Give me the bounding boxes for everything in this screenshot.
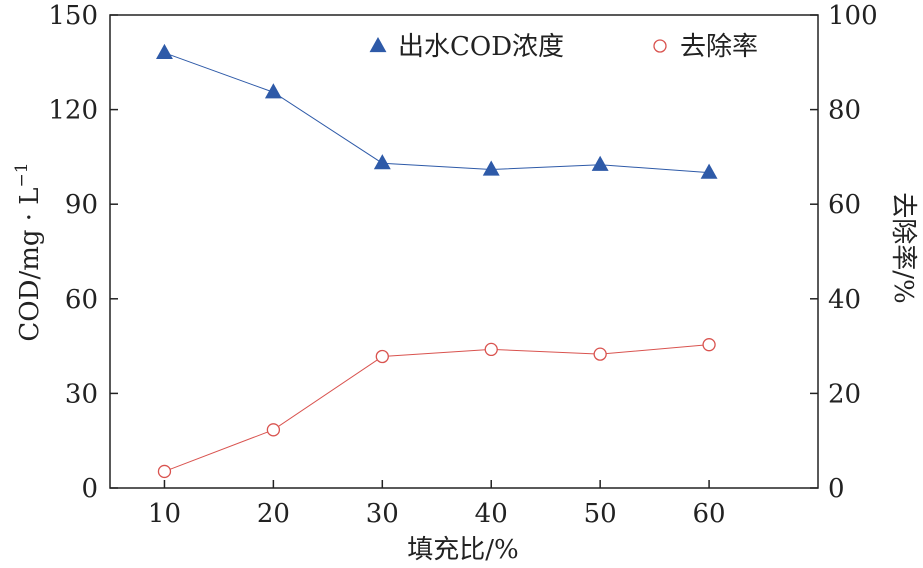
legend-triangle-icon [369, 36, 387, 53]
x-axis: 10 20 30 40 50 60 [148, 480, 726, 529]
y-right-tick-label: 0 [828, 474, 845, 504]
x-tick-label: 50 [584, 499, 617, 529]
series-line [164, 344, 710, 472]
y-right-tick-label: 100 [828, 1, 878, 31]
y-left-tick-label: 90 [65, 190, 98, 220]
plot-area-border [109, 14, 819, 489]
series-2 [157, 338, 716, 479]
y-axis-left: 0 30 60 90 120 150 [48, 1, 118, 504]
data-point-triangle [264, 83, 282, 99]
x-tick-label: 30 [366, 499, 399, 529]
y-right-tick-label: 20 [828, 379, 861, 409]
data-point-circle [266, 423, 281, 437]
legend-label: 去除率 [680, 32, 758, 62]
data-point-circle [375, 349, 389, 364]
y-axis-left-title-sup: −1 [12, 162, 32, 187]
plot-frame [109, 14, 819, 489]
y-axis-left-title-main: COD/mg · L [15, 187, 45, 341]
series-line [164, 52, 710, 174]
y-left-tick-label: 150 [48, 1, 98, 31]
legend-label: 出水COD浓度 [398, 32, 564, 62]
data-point-circle [484, 342, 498, 357]
data-point-triangle [482, 160, 500, 176]
x-tick-label: 40 [475, 499, 508, 529]
y-left-tick-label: 30 [65, 379, 98, 409]
x-tick-label: 10 [148, 499, 181, 529]
y-right-tick-label: 80 [828, 96, 861, 126]
series-1 [156, 43, 718, 179]
legend: 出水COD浓度 去除率 [369, 32, 758, 62]
data-point-triangle [591, 155, 609, 171]
x-tick-label: 60 [693, 499, 726, 529]
y-left-tick-label: 120 [48, 96, 98, 126]
y-left-tick-label: 0 [81, 474, 98, 504]
legend-entry: 去除率 [653, 32, 758, 62]
y-axis-right-title: 去除率/% [888, 192, 918, 303]
data-point-triangle [156, 43, 173, 59]
series-layer [156, 43, 718, 479]
y-axis-right: 0 20 40 60 80 100 [810, 1, 878, 504]
data-point-triangle [700, 163, 718, 179]
y-right-tick-label: 60 [828, 190, 861, 220]
data-point-triangle [373, 154, 391, 170]
data-point-circle [702, 338, 716, 352]
x-tick-label: 20 [257, 499, 290, 529]
y-axis-left-title: COD/mg · L−1 [12, 162, 45, 341]
y-right-tick-label: 40 [828, 285, 861, 315]
data-point-circle [157, 464, 172, 479]
legend-circle-icon [653, 39, 667, 53]
x-axis-title: 填充比/% [407, 535, 518, 565]
data-point-circle [593, 347, 607, 361]
y-left-tick-label: 60 [65, 285, 98, 315]
legend-entry: 出水COD浓度 [369, 32, 564, 62]
